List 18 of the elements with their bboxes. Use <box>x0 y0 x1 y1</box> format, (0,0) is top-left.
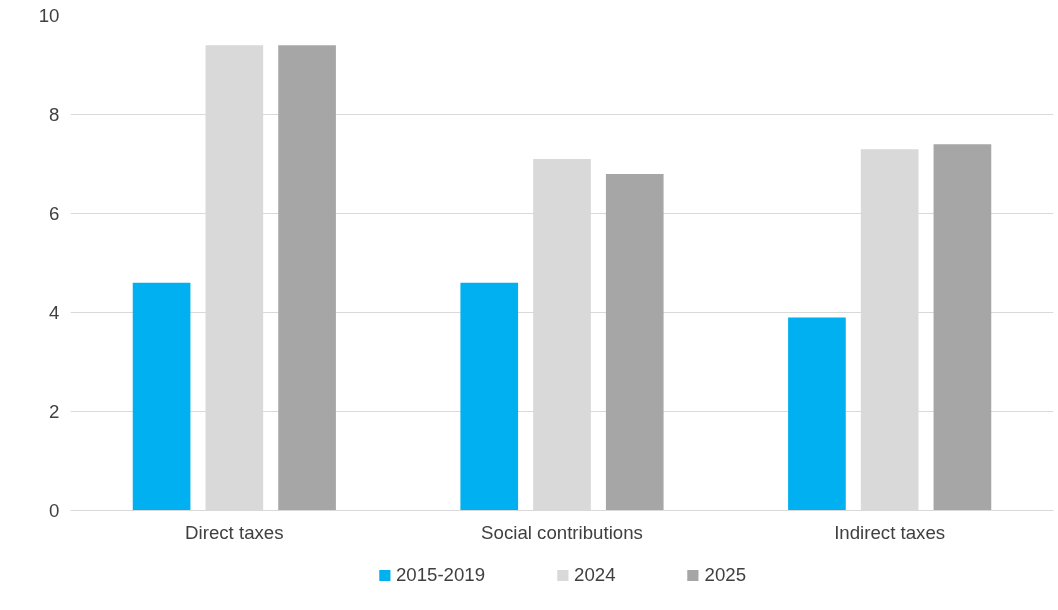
legend-label: 2015-2019 <box>395 564 486 586</box>
bar <box>933 144 992 511</box>
x-tick-label: Social contributions <box>481 521 643 543</box>
legend-label: 2024 <box>574 564 616 586</box>
bar <box>132 282 191 511</box>
x-tick-label: Indirect taxes <box>834 521 946 543</box>
bar <box>605 173 664 511</box>
y-tick-label: 6 <box>49 203 60 224</box>
y-tick-label: 8 <box>49 104 60 125</box>
legend-label: 2025 <box>704 564 747 586</box>
y-tick-label: 4 <box>49 302 60 323</box>
bar <box>788 317 846 511</box>
bar <box>278 45 336 511</box>
x-tick-label: Direct taxes <box>185 521 284 543</box>
y-tick-label: 10 <box>38 5 60 26</box>
y-tick-label: 2 <box>49 401 60 422</box>
y-tick-label: 0 <box>49 500 60 521</box>
bar <box>460 282 519 511</box>
